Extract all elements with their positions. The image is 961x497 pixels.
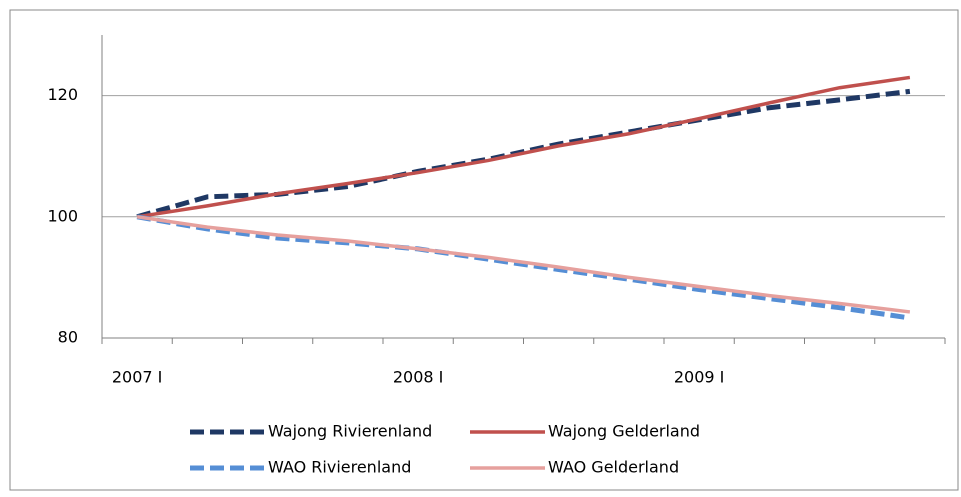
x-tick-label: 2009 I — [674, 368, 725, 387]
legend-label: Wajong Rivierenland — [268, 422, 432, 441]
x-tick-label: 2007 I — [112, 368, 163, 387]
y-tick-label: 80 — [58, 328, 78, 347]
chart-frame — [9, 9, 959, 491]
legend-label: Wajong Gelderland — [548, 422, 700, 441]
y-tick-label: 120 — [47, 85, 78, 104]
legend-label: WAO Gelderland — [548, 458, 679, 477]
series-line — [136, 214, 911, 321]
legend-label: WAO Rivierenland — [268, 458, 411, 477]
series-line — [136, 75, 911, 219]
series-line — [136, 215, 911, 314]
x-tick-label: 2008 I — [393, 368, 444, 387]
y-tick-label: 100 — [47, 206, 78, 225]
